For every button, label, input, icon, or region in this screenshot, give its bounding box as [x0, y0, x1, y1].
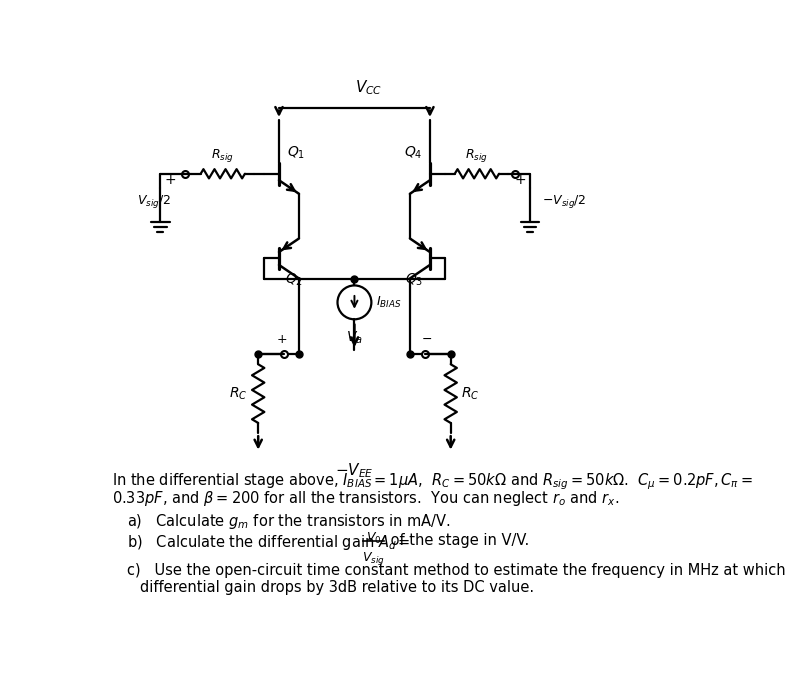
Text: $Q_2$: $Q_2$ [285, 272, 303, 288]
Text: $-V_{EE}$: $-V_{EE}$ [335, 462, 374, 480]
Text: In the differential stage above, $I_{BIAS} = 1\mu A$,  $R_C = 50k\Omega$ and $R_: In the differential stage above, $I_{BIA… [112, 472, 752, 493]
Text: $-V_{sig}/2$: $-V_{sig}/2$ [541, 193, 586, 210]
Text: +: + [515, 173, 527, 187]
Text: differential gain drops by 3dB relative to its DC value.: differential gain drops by 3dB relative … [140, 580, 534, 594]
Text: c)   Use the open-circuit time constant method to estimate the frequency in MHz : c) Use the open-circuit time constant me… [127, 562, 787, 578]
Text: $V_{sig}/2$: $V_{sig}/2$ [138, 193, 171, 210]
Text: $V_a$: $V_a$ [346, 330, 363, 346]
Text: b)   Calculate the differential gain $A_d = $: b) Calculate the differential gain $A_d … [127, 533, 411, 552]
Text: $Q_3$: $Q_3$ [405, 272, 423, 288]
Text: $0.33pF$, and $\beta = 200$ for all the transistors.  You can neglect $r_o$ and : $0.33pF$, and $\beta = 200$ for all the … [112, 489, 619, 508]
Text: $V_0$: $V_0$ [366, 531, 382, 546]
Text: +: + [164, 173, 176, 187]
Text: +: + [277, 333, 287, 346]
Text: $Q_1$: $Q_1$ [286, 145, 305, 162]
Text: $R_C$: $R_C$ [229, 386, 247, 401]
Text: $V_{CC}$: $V_{CC}$ [355, 78, 382, 97]
Text: of the stage in V/V.: of the stage in V/V. [386, 533, 530, 549]
Text: a)   Calculate $g_m$ for the transistors in mA/V.: a) Calculate $g_m$ for the transistors i… [127, 512, 451, 531]
Text: $I_{BIAS}$: $I_{BIAS}$ [376, 295, 401, 310]
Text: $R_{sig}$: $R_{sig}$ [212, 146, 235, 164]
Text: $R_{sig}$: $R_{sig}$ [465, 146, 488, 164]
Text: $V_{sig}$: $V_{sig}$ [362, 550, 385, 567]
Text: $R_C$: $R_C$ [461, 386, 480, 401]
Text: −: − [422, 333, 432, 346]
Text: $Q_4$: $Q_4$ [404, 145, 422, 162]
